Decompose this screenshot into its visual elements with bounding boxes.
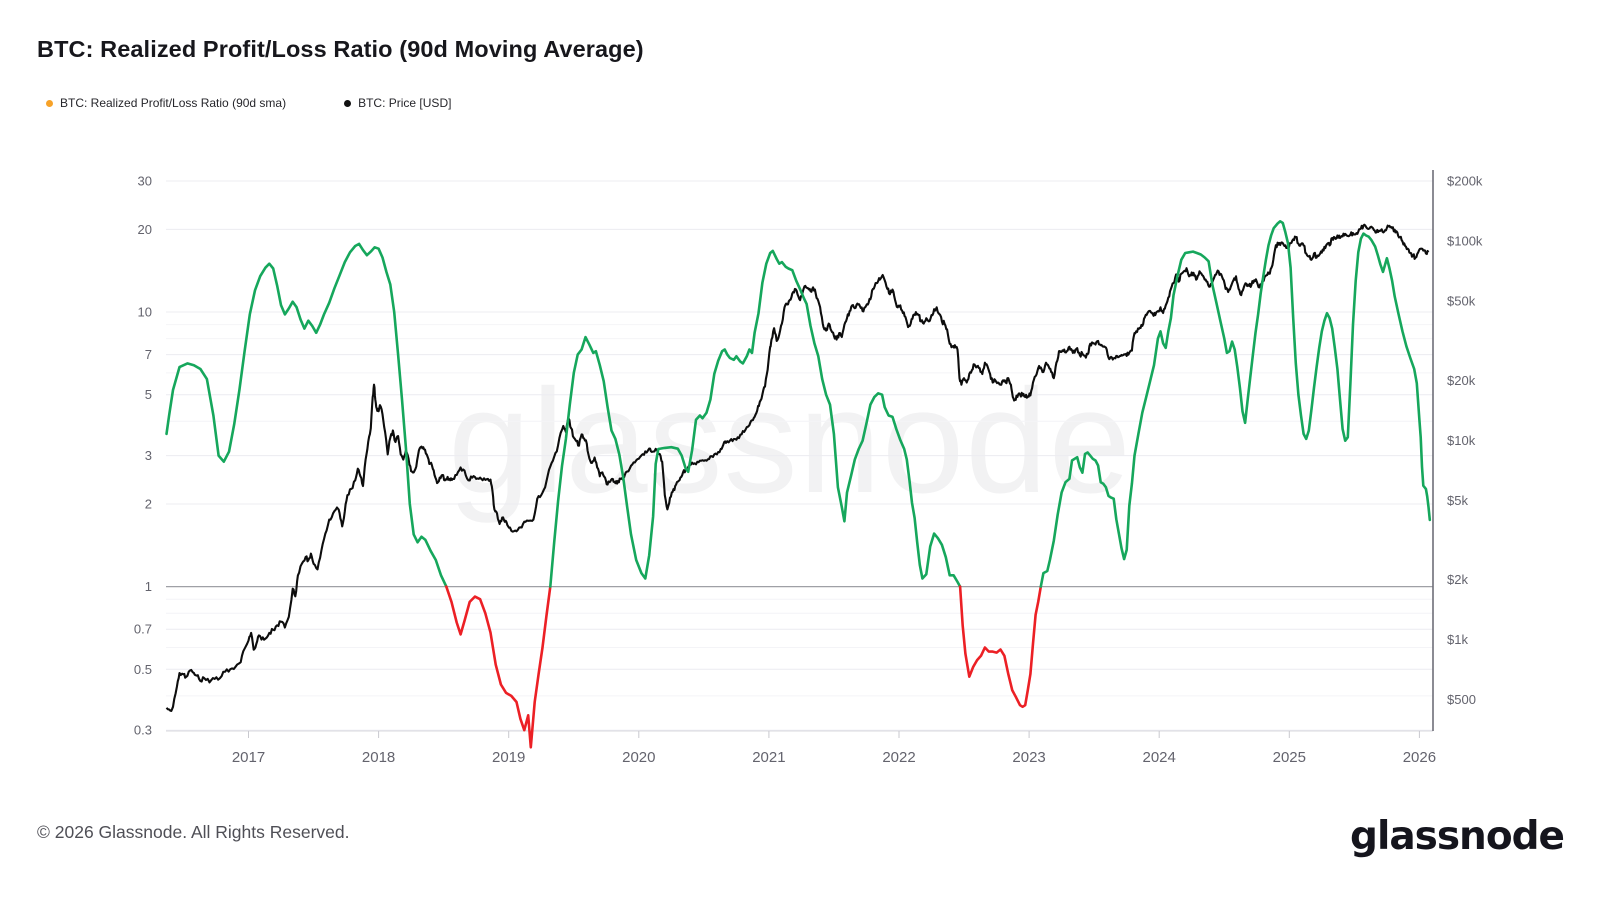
x-axis-labels: 2017 2018 2019 2020 2021 2022 2023 2024 2025 2026 [232, 749, 1436, 766]
svg-text:$1k: $1k [1447, 632, 1468, 647]
ratio-legend-label: BTC: Realized Profit/Loss Ratio (90d sma… [60, 96, 287, 110]
svg-text:30: 30 [138, 174, 152, 189]
ratio-line-above-1 [165, 242, 448, 588]
svg-text:3: 3 [145, 448, 152, 463]
ratio-line-below-1 [958, 585, 1043, 709]
glassnode-logo: glassnode [1350, 814, 1565, 859]
price-legend-dot-icon [344, 99, 352, 107]
legend: BTC: Realized Profit/Loss Ratio (90d sma… [46, 96, 451, 110]
glassnode-watermark: glassnode [448, 359, 1132, 524]
svg-text:$20k: $20k [1447, 373, 1476, 388]
svg-text:2017: 2017 [232, 749, 265, 766]
svg-text:2026: 2026 [1403, 749, 1436, 766]
svg-text:2019: 2019 [492, 749, 525, 766]
svg-text:$10k: $10k [1447, 433, 1476, 448]
price-legend-label: BTC: Price [USD] [358, 96, 452, 110]
svg-text:2024: 2024 [1143, 749, 1176, 766]
svg-text:2: 2 [145, 497, 152, 512]
svg-text:2022: 2022 [882, 749, 915, 766]
svg-text:0.5: 0.5 [134, 662, 152, 677]
legend-item-ratio[interactable]: BTC: Realized Profit/Loss Ratio (90d sma… [46, 96, 286, 110]
svg-text:2018: 2018 [362, 749, 395, 766]
svg-text:2023: 2023 [1012, 749, 1045, 766]
copyright-text: © 2026 Glassnode. All Rights Reserved. [37, 822, 350, 842]
ratio-line-above-1 [549, 249, 962, 588]
svg-text:$50k: $50k [1447, 294, 1476, 309]
svg-text:1: 1 [145, 579, 152, 594]
svg-text:2025: 2025 [1273, 749, 1306, 766]
svg-text:2021: 2021 [752, 749, 785, 766]
legend-item-price[interactable]: BTC: Price [USD] [344, 96, 451, 110]
minor-gridlines [166, 324, 1433, 697]
svg-text:$500: $500 [1447, 692, 1476, 707]
svg-text:10: 10 [138, 305, 152, 320]
svg-text:$200k: $200k [1447, 174, 1483, 189]
svg-text:$100k: $100k [1447, 234, 1483, 249]
svg-text:5: 5 [145, 387, 152, 402]
svg-text:$5k: $5k [1447, 493, 1468, 508]
page-title: BTC: Realized Profit/Loss Ratio (90d Mov… [37, 36, 644, 62]
svg-text:2020: 2020 [622, 749, 655, 766]
ratio-line-below-1 [445, 585, 552, 749]
ratio-legend-dot-icon [46, 99, 53, 107]
left-axis-labels: 30 20 10 7 5 3 2 1 0.7 0.5 0.3 [134, 174, 152, 738]
svg-text:20: 20 [138, 222, 152, 237]
ratio-line-above-1 [1039, 220, 1432, 588]
ratio-line [165, 220, 1432, 749]
svg-text:0.7: 0.7 [134, 622, 152, 637]
x-axis-ticks [248, 731, 1420, 738]
svg-text:7: 7 [145, 347, 152, 362]
major-gridlines [166, 180, 1433, 731]
svg-text:$2k: $2k [1447, 572, 1468, 587]
right-axis-labels: $200k $100k $50k $20k $10k $5k $2k $1k $500 [1447, 174, 1483, 708]
svg-text:0.3: 0.3 [134, 723, 152, 738]
